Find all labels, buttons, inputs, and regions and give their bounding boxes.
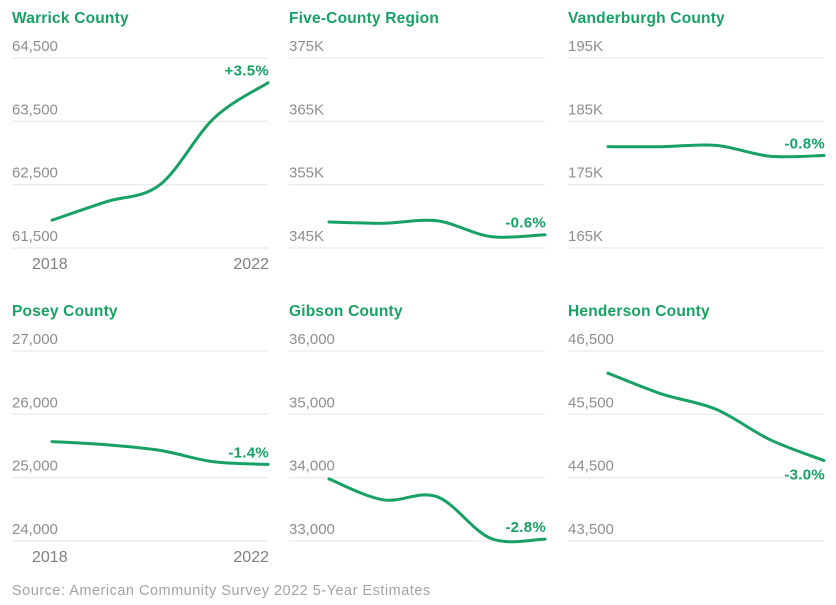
change-label: +3.5%	[225, 63, 269, 80]
source-note: Source: American Community Survey 2022 5…	[12, 583, 431, 599]
panel-title: Vanderburgh County	[568, 10, 725, 27]
y-tick-label: 26,000	[12, 394, 58, 411]
y-tick-label: 355K	[289, 165, 324, 182]
vanderburgh-county-line-chart: 195K 185K 175K 165K -0.8%	[568, 38, 826, 249]
y-tick-label: 62,500	[12, 165, 58, 182]
x-tick-label: 2022	[233, 256, 269, 273]
y-tick-label: 46,500	[568, 331, 614, 348]
y-tick-label: 33,000	[289, 521, 335, 538]
panel-posey-county: Posey County 27,000 26,000 25,000 24,000 -1.…	[12, 301, 270, 573]
panel-title: Gibson County	[289, 303, 403, 320]
panel-title: Warrick County	[12, 10, 129, 27]
panel-title: Posey County	[12, 303, 118, 320]
y-tick-label: 195K	[568, 38, 603, 55]
trend-line	[50, 81, 270, 222]
panel-gibson-county: Gibson County 36,000 35,000 34,000 33,000 -2…	[289, 301, 547, 573]
panel-five-county-region: Five-County Region 375K 365K 355K 345K -0.6%	[289, 8, 547, 280]
trend-line	[327, 477, 547, 544]
trend-line	[606, 143, 826, 159]
y-tick-label: 43,500	[568, 521, 614, 538]
panel-title: Henderson County	[568, 303, 710, 320]
y-tick-label: 63,500	[12, 101, 58, 118]
trend-line	[50, 440, 270, 466]
y-tick-label: 64,500	[12, 38, 58, 55]
y-tick-label: 44,500	[568, 458, 614, 475]
y-tick-label: 345K	[289, 228, 324, 245]
change-label: -2.8%	[505, 519, 546, 536]
y-tick-label: 25,000	[12, 458, 58, 475]
y-tick-label: 185K	[568, 101, 603, 118]
y-tick-label: 365K	[289, 101, 324, 118]
y-tick-label: 27,000	[12, 331, 58, 348]
y-tick-label: 375K	[289, 38, 324, 55]
y-tick-label: 61,500	[12, 228, 58, 245]
change-label: -3.0%	[784, 467, 825, 484]
x-tick-label: 2018	[32, 549, 68, 566]
x-tick-label: 2022	[233, 549, 269, 566]
panel-henderson-county: Henderson County 46,500 45,500 44,500 43,50…	[568, 301, 826, 573]
change-label: -0.6%	[505, 215, 546, 232]
panel-vanderburgh-county: Vanderburgh County 195K 185K 175K 165K -0.8%	[568, 8, 826, 280]
y-tick-label: 24,000	[12, 521, 58, 538]
panel-title: Five-County Region	[289, 10, 439, 27]
five-county-region-line-chart: 375K 365K 355K 345K -0.6%	[289, 38, 547, 249]
y-tick-label: 35,000	[289, 394, 335, 411]
x-tick-label: 2018	[32, 256, 68, 273]
henderson-county-line-chart: 46,500 45,500 44,500 43,500 -3.0%	[568, 331, 826, 542]
y-tick-label: 36,000	[289, 331, 335, 348]
y-tick-label: 175K	[568, 165, 603, 182]
posey-county-line-chart: 27,000 26,000 25,000 24,000 -1.4% 2018 2022	[12, 331, 270, 566]
trend-line	[606, 371, 826, 463]
y-tick-label: 165K	[568, 228, 603, 245]
gibson-county-line-chart: 36,000 35,000 34,000 33,000 -2.8%	[289, 331, 547, 544]
trend-line	[327, 218, 547, 239]
change-label: -0.8%	[784, 136, 825, 153]
y-tick-label: 34,000	[289, 458, 335, 475]
warrick-county-line-chart: 64,500 63,500 62,500 61,500 +3.5% 2018 2022	[12, 38, 270, 273]
panel-warrick-county: Warrick County 64,500 63,500 62,500 61,500 +…	[12, 8, 270, 280]
y-tick-label: 45,500	[568, 394, 614, 411]
change-label: -1.4%	[228, 444, 269, 461]
